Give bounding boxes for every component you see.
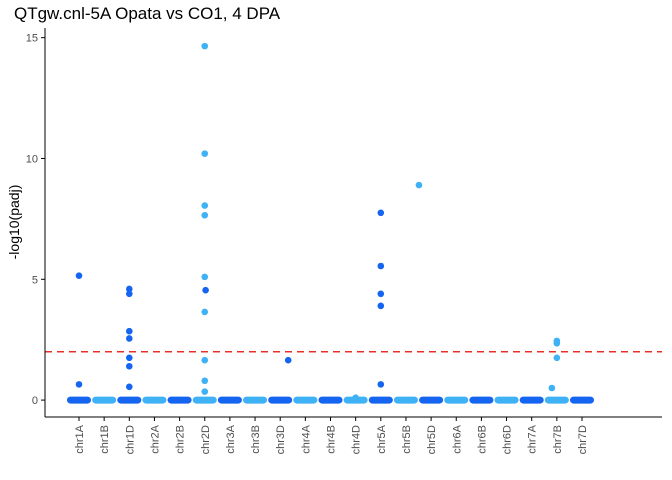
x-tick-label: chr6A — [451, 424, 463, 453]
x-tick-label: chr2D — [200, 425, 212, 454]
x-tick-label: chr5B — [401, 425, 413, 454]
baseline-points-chr5B — [393, 396, 418, 404]
data-point-chr1A — [75, 381, 83, 388]
data-point-chr7B — [548, 384, 556, 392]
baseline-points-chr6B — [469, 396, 494, 404]
data-point-chr5A — [377, 302, 385, 310]
data-point-chr2D — [201, 377, 209, 385]
x-tick-label: chr2A — [149, 424, 161, 453]
baseline-points-chr1A — [67, 396, 91, 404]
data-point-chr2D — [201, 202, 209, 209]
data-point-chr1D — [126, 327, 133, 335]
y-tick-label: 15 — [26, 33, 38, 45]
baseline-points-chr7B — [544, 396, 569, 404]
y-tick-label: 10 — [26, 153, 38, 165]
baseline-points-layer — [67, 396, 594, 404]
x-tick-label: chr4B — [326, 425, 338, 454]
x-tick-label: chr1D — [124, 425, 136, 454]
x-tick-label: chr5A — [376, 424, 388, 453]
x-tick-label: chr4D — [351, 425, 363, 454]
data-point-chr1D — [126, 354, 133, 362]
baseline-points-chr4A — [293, 396, 318, 404]
data-point-chr2D — [201, 150, 209, 157]
data-point-chr5A — [377, 381, 385, 388]
x-tick-label: chr3D — [275, 425, 287, 454]
data-point-chr2D — [201, 42, 209, 50]
data-point-chr1D — [126, 383, 133, 391]
baseline-points-chr5A — [368, 396, 393, 404]
x-tick-label: chr6D — [502, 425, 514, 454]
x-tick-label: chr7D — [577, 425, 589, 454]
baseline-points-chr7A — [519, 396, 544, 404]
baseline-points-chr3B — [243, 396, 268, 404]
baseline-points-chr2B — [167, 396, 192, 404]
y-tick-label: 5 — [32, 274, 38, 286]
baseline-points-chr2A — [142, 396, 167, 404]
data-point-chr3D — [284, 356, 292, 364]
data-point-chr1D — [126, 362, 133, 370]
data-point-chr2D — [201, 308, 209, 316]
baseline-points-chr3D — [268, 396, 293, 404]
data-point-chr7B — [553, 340, 561, 347]
baseline-points-chr7D — [570, 396, 594, 404]
x-tick-label: chr3A — [225, 424, 237, 453]
data-point-chr5A — [377, 262, 385, 270]
data-point-chr2B — [202, 286, 209, 294]
data-point-chr1D — [126, 335, 133, 342]
x-tick-label: chr2B — [175, 425, 187, 454]
baseline-points-chr1D — [117, 396, 142, 404]
data-point-chr2D — [201, 356, 209, 364]
x-tick-label: chr4A — [300, 424, 312, 453]
baseline-points-chr6A — [444, 396, 469, 404]
data-point-chr5B — [415, 181, 423, 189]
chart-title: QTgw.cnl-5A Opata vs CO1, 4 DPA — [14, 4, 281, 23]
x-tick-label: chr7A — [527, 424, 539, 453]
data-point-chr1A — [75, 272, 83, 279]
x-tick-label: chr5D — [426, 425, 438, 454]
x-tick-label: chr1B — [99, 425, 111, 454]
data-point-chr1D — [126, 290, 133, 298]
x-tick-label: chr6B — [476, 425, 488, 454]
data-point-chr2D — [201, 273, 209, 281]
data-point-chr1D — [126, 285, 133, 293]
baseline-points-chr5D — [419, 396, 444, 404]
y-axis-label: -log10(padj) — [6, 185, 22, 260]
x-tick-label: chr1A — [74, 424, 86, 453]
x-axis-ticks: chr1A chr1B chr1D chr2A chr2B chr2D chr3A chr3B… — [74, 417, 589, 454]
baseline-points-chr1B — [92, 396, 117, 404]
data-point-chr2D — [201, 388, 209, 395]
data-point-chr7B — [553, 354, 561, 362]
baseline-points-chr6D — [494, 396, 519, 404]
x-tick-label: chr7B — [552, 425, 564, 454]
data-point-chr5A — [377, 209, 385, 217]
baseline-points-chr4B — [318, 396, 343, 404]
baseline-points-chr2D — [192, 396, 217, 404]
data-point-chr2D — [201, 211, 209, 219]
y-axis-ticks: 0 5 10 15 — [26, 33, 45, 407]
y-tick-label: 0 — [32, 395, 38, 407]
data-point-chr5A — [377, 290, 385, 298]
data-point-chr4D — [352, 394, 359, 401]
x-tick-label: chr3B — [250, 425, 262, 454]
significant-points-layer — [75, 42, 561, 401]
baseline-points-chr3A — [217, 396, 242, 404]
